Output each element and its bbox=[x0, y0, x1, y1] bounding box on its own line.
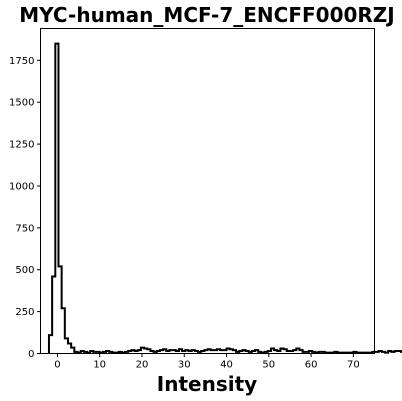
x-tick-label: 30 bbox=[178, 360, 191, 371]
y-tick-label: 1750 bbox=[9, 56, 34, 67]
y-tick-label: 0 bbox=[28, 349, 34, 360]
y-tick-label: 500 bbox=[15, 265, 34, 276]
y-tick-label: 750 bbox=[15, 223, 34, 234]
histogram-step-line bbox=[47, 42, 402, 354]
y-tick-label: 1000 bbox=[9, 181, 34, 192]
y-tick-label: 250 bbox=[15, 307, 34, 318]
axes-frame bbox=[40, 28, 375, 354]
x-tick-label: 10 bbox=[93, 360, 106, 371]
x-tick-label: 40 bbox=[220, 360, 233, 371]
y-tick-label: 1500 bbox=[9, 98, 34, 109]
x-axis: 0 10 20 30 40 50 60 70 bbox=[54, 353, 360, 371]
y-axis: 0 250 500 750 1000 1250 1500 1750 bbox=[9, 56, 41, 360]
chart-title: MYC-human_MCF-7_ENCFF000RZJ bbox=[19, 3, 395, 27]
y-tick-label: 1250 bbox=[9, 140, 34, 151]
x-tick-label: 0 bbox=[54, 360, 60, 371]
x-tick-label: 20 bbox=[136, 360, 149, 371]
plot-area bbox=[47, 42, 402, 354]
x-axis-label: Intensity bbox=[157, 372, 257, 396]
x-tick-label: 70 bbox=[347, 360, 360, 371]
x-tick-label: 60 bbox=[305, 360, 318, 371]
x-tick-label: 50 bbox=[262, 360, 275, 371]
